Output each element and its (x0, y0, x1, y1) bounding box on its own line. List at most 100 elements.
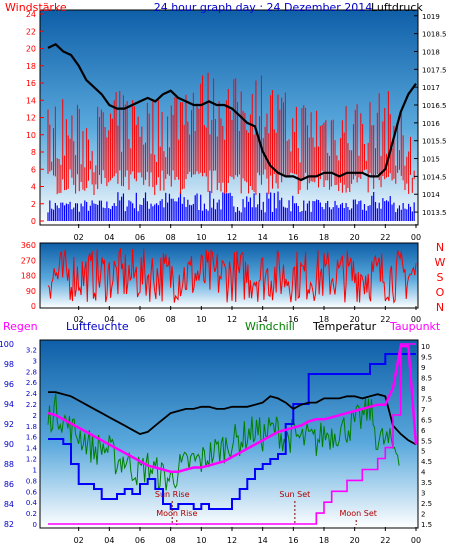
rain-tick-label: 2.2 (26, 401, 37, 409)
windchill-label: Windchill (245, 320, 295, 333)
temp-tick-label: 7 (421, 406, 425, 414)
humidity-tick-label: 84 (4, 500, 14, 509)
wind-tick-label: 10 (26, 131, 36, 140)
pressure-tick-label: 1016.5 (422, 102, 447, 110)
temp-tick-label: 5.5 (421, 437, 432, 445)
climate-panel-bg (39, 339, 419, 529)
temp-tick-label: 4 (421, 469, 426, 477)
rain-tick-label: 0 (33, 521, 37, 529)
rain-line (48, 343, 416, 525)
x-tick-label: 06 (135, 536, 145, 545)
humidity-tick-label: 88 (4, 460, 14, 469)
x-tick-label: 02 (74, 233, 84, 242)
x-tick-label: 18 (319, 233, 329, 242)
dewpoint-line (47, 344, 418, 473)
rain-tick-label: 1 (33, 466, 37, 474)
x-tick-label: 04 (104, 233, 114, 242)
humidity-tick-label: 90 (4, 440, 14, 449)
climate-annotations: Sun Rise Moon Rise Sun Set Moon Set (155, 490, 377, 525)
rain-tick-label: 2.6 (26, 379, 38, 387)
temp-tick-label: 9.5 (421, 354, 432, 362)
temp-tick-label: 3 (421, 490, 425, 498)
temp-tick-label: 8.5 (421, 374, 432, 382)
pressure-tick-label: 1019 (422, 13, 440, 21)
pressure-tick-label: 1015.5 (422, 138, 447, 146)
humidity-tick-label: 92 (4, 420, 14, 429)
rain-tick-label: 3.2 (26, 346, 37, 354)
compass-label: W (435, 256, 446, 269)
annotation-label: Sun Rise (155, 490, 190, 499)
x-tick-label: 00 (411, 315, 421, 324)
temp-tick-label: 2.5 (421, 500, 432, 508)
pressure-tick-label: 1014.5 (422, 173, 447, 181)
pressure-tick-label: 1018.5 (422, 31, 447, 39)
direction-tick-label: 90 (26, 287, 36, 296)
humidity-label: Luftfeuchte (66, 320, 129, 333)
rain-tick-label: 0.2 (26, 510, 37, 518)
x-tick-label: 16 (288, 536, 298, 545)
x-tick-label: 02 (74, 536, 84, 545)
x-tick-label: 02 (74, 315, 84, 324)
pressure-tick-label: 1013.5 (422, 209, 447, 217)
direction-tick-label: 360 (21, 241, 36, 250)
wind-tick-label: 2 (31, 200, 36, 209)
temperature-line (48, 391, 417, 446)
pressure-tick-label: 1018 (422, 48, 440, 56)
pressure-tick-label: 1014 (422, 191, 440, 199)
compass-label: N (436, 241, 444, 254)
rain-tick-label: 0.6 (26, 488, 38, 496)
x-tick-label: 16 (288, 233, 298, 242)
compass-label: S (437, 271, 444, 284)
climate-panel-axes: 82848688909294969810000.20.40.60.811.21.… (0, 340, 432, 545)
wind-tick-label: 22 (26, 27, 36, 36)
x-tick-label: 20 (350, 315, 360, 324)
pressure-tick-label: 1017.5 (422, 66, 447, 74)
humidity-tick-label: 82 (4, 520, 14, 529)
x-tick-label: 18 (319, 536, 329, 545)
chart-title: 24 hour graph day : 24 Dezember 2014 (154, 1, 373, 14)
wind-panel-series (47, 42, 417, 221)
x-tick-label: 14 (258, 536, 268, 545)
wind-tick-label: 16 (26, 79, 36, 88)
x-tick-label: 00 (411, 536, 421, 545)
wind-tick-label: 14 (26, 96, 36, 105)
temperature-label: Temperatur (312, 320, 377, 333)
humidity-tick-label: 86 (4, 480, 14, 489)
rain-tick-label: 0.4 (26, 499, 38, 507)
direction-tick-label: 180 (21, 272, 36, 281)
x-tick-label: 00 (411, 233, 421, 242)
x-tick-label: 04 (104, 315, 114, 324)
x-tick-label: 08 (166, 233, 176, 242)
humidity-tick-label: 94 (4, 400, 14, 409)
pressure-tick-label: 1017 (422, 84, 440, 92)
x-tick-label: 14 (258, 315, 268, 324)
rain-tick-label: 1.6 (26, 434, 38, 442)
x-tick-label: 10 (196, 315, 206, 324)
direction-panel-series (47, 248, 417, 304)
x-tick-label: 16 (288, 315, 298, 324)
pressure-tick-label: 1015 (422, 156, 440, 164)
x-tick-label: 22 (380, 315, 390, 324)
x-tick-label: 12 (227, 536, 237, 545)
temp-tick-label: 4.5 (421, 458, 432, 466)
temp-tick-label: 1.5 (421, 521, 432, 529)
x-tick-label: 12 (227, 233, 237, 242)
wind-panel-axes: 0246810121416182022241013.510141014.5101… (26, 10, 447, 242)
x-tick-label: 20 (350, 536, 360, 545)
wind-axis-label: Windstärke (5, 1, 67, 14)
temp-tick-label: 6 (421, 427, 426, 435)
annotation-label: Moon Rise (156, 509, 197, 518)
x-tick-label: 04 (104, 536, 114, 545)
wind-tick-label: 24 (26, 10, 36, 19)
temp-tick-label: 3.5 (421, 479, 432, 487)
temp-tick-label: 6.5 (421, 416, 432, 424)
rain-tick-label: 2.4 (26, 390, 38, 398)
x-tick-label: 08 (166, 315, 176, 324)
x-tick-label: 20 (350, 233, 360, 242)
direction-tick-label: 0 (31, 302, 36, 311)
x-tick-label: 12 (227, 315, 237, 324)
x-tick-label: 22 (380, 233, 390, 242)
